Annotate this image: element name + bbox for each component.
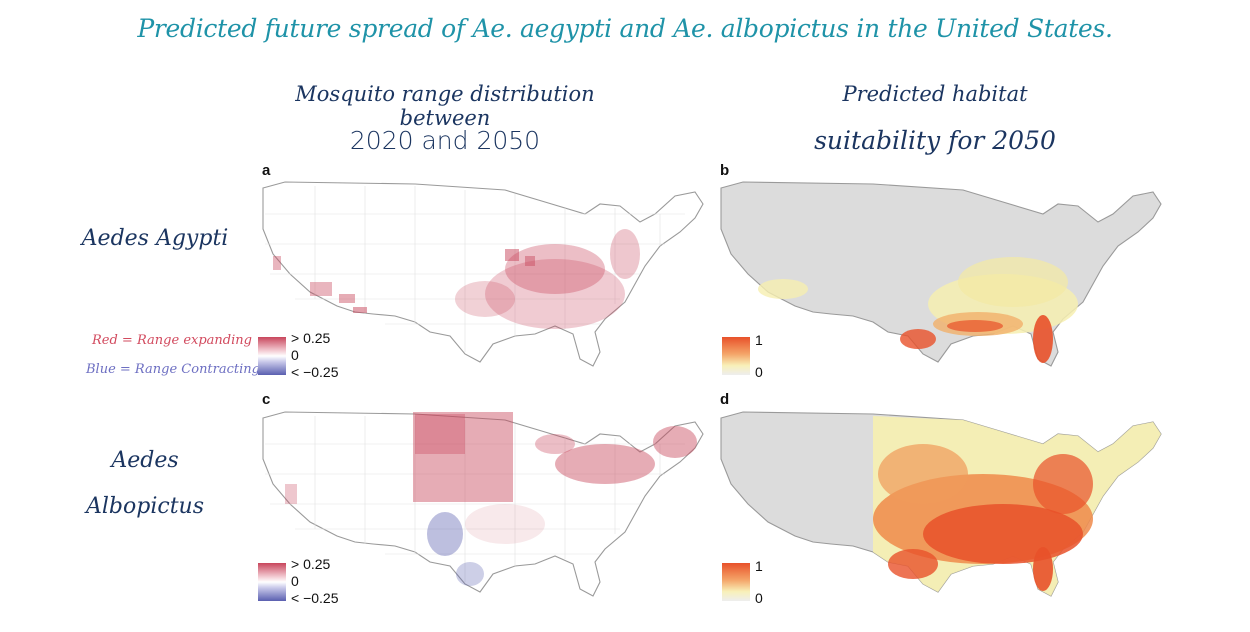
suitability-areas: [873, 416, 1161, 596]
column-heading-suitability-line1: Predicted habitat: [842, 82, 1028, 106]
range-expansion-areas: [273, 229, 640, 329]
legend-color-bar: [258, 337, 286, 375]
legend-range-change-c: > 0.25 0 < −0.25: [258, 557, 378, 608]
legend-suitability-d: 1 0: [722, 559, 802, 608]
legend-mid-label: 0: [291, 347, 299, 363]
row-label-aegypti: Aedes Agypti: [81, 226, 229, 251]
legend-high-label: 1: [755, 558, 763, 574]
legend-low-label: < −0.25: [291, 364, 339, 380]
suitability-areas: [758, 257, 1078, 363]
legend-mid-label: 0: [291, 573, 299, 589]
county-grid: [265, 186, 685, 352]
legend-low-label: 0: [755, 590, 763, 606]
us-map-aegypti-change: [262, 181, 704, 367]
note-range-contracting: Blue = Range Contracting: [86, 362, 260, 377]
column-heading-range-line2: 2020 and 2050: [349, 126, 541, 155]
panel-label-d: d: [720, 391, 730, 408]
us-map-aegypti-suitability: [720, 181, 1162, 367]
legend-color-bar: [258, 563, 286, 601]
panel-label-a: a: [262, 162, 271, 179]
column-heading-range-line1: Mosquito range distribution between: [295, 82, 595, 130]
row-label-albopictus-line1: Aedes: [111, 448, 179, 473]
us-map-albopictus-suitability: [720, 411, 1162, 597]
legend-color-bar: [722, 563, 750, 601]
legend-suitability-b: 1 0: [722, 333, 802, 382]
legend-high-label: 1: [755, 332, 763, 348]
legend-high-label: > 0.25: [291, 556, 331, 572]
map-panel-d: [713, 404, 1168, 604]
row-label-albopictus-line2: Albopictus: [86, 494, 204, 519]
legend-range-change-a: > 0.25 0 < −0.25: [258, 331, 378, 382]
panel-label-c: c: [262, 391, 271, 408]
note-range-expanding: Red = Range expanding: [92, 333, 252, 348]
map-panel-c: [255, 404, 710, 604]
figure-title: Predicted future spread of Ae. aegypti a…: [137, 14, 1113, 43]
legend-high-label: > 0.25: [291, 330, 331, 346]
range-change-areas: [285, 412, 697, 586]
us-map-albopictus-change: [262, 411, 704, 597]
map-panel-a: [255, 174, 710, 374]
map-panel-b: [713, 174, 1168, 374]
legend-low-label: 0: [755, 364, 763, 380]
column-heading-suitability-line2: suitability for 2050: [814, 126, 1056, 155]
legend-low-label: < −0.25: [291, 590, 339, 606]
panel-label-b: b: [720, 162, 730, 179]
legend-color-bar: [722, 337, 750, 375]
